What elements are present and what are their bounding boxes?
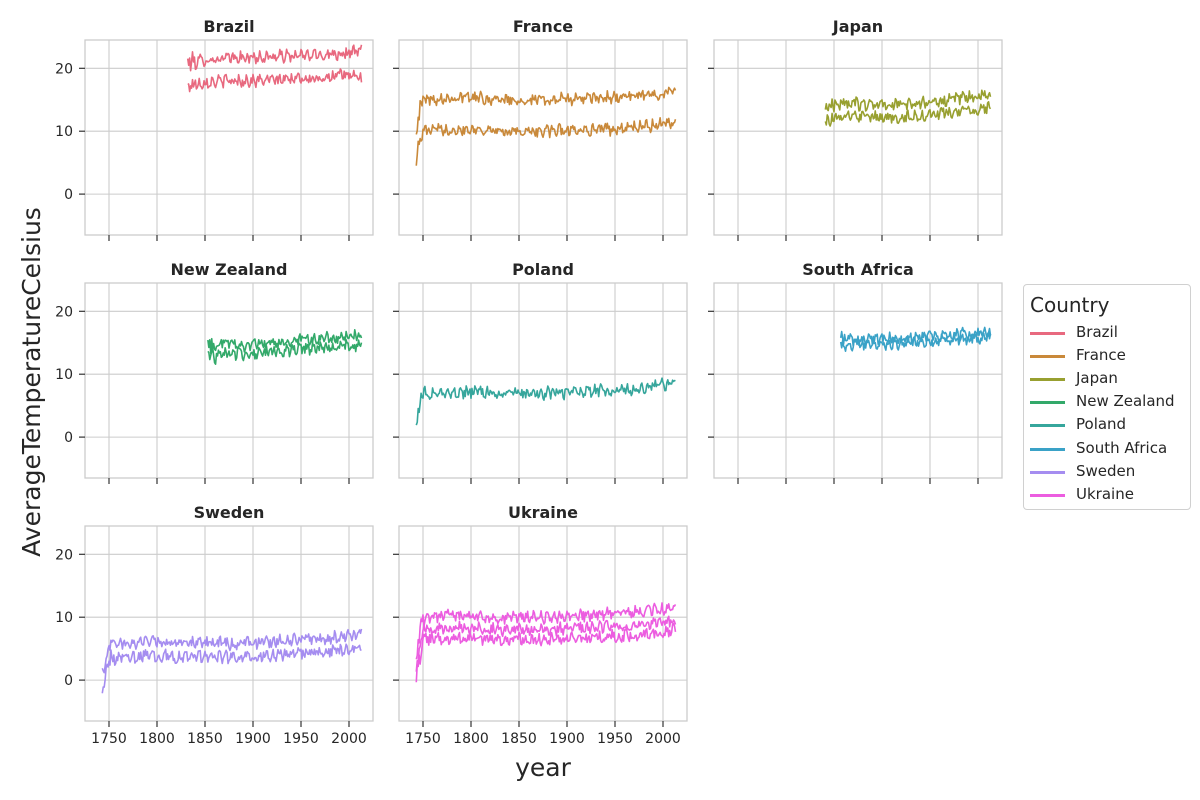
legend-title: Country — [1030, 293, 1110, 317]
legend-label-brazil: Brazil — [1076, 323, 1118, 341]
x-tick-label: 1850 — [187, 731, 223, 747]
y-tick-label: 20 — [55, 547, 73, 563]
legend: Country Brazil France Japan New Zealand … — [1023, 284, 1191, 510]
legend-swatch-poland — [1030, 424, 1065, 427]
legend-swatch-new-zealand — [1030, 401, 1065, 404]
panel-frame — [398, 282, 688, 479]
panel-frame — [398, 39, 688, 236]
panel-frame — [713, 39, 1003, 236]
panels-layer: Brazil 0 10 20 France Japan New Zealand 0 10 20 Po… — [55, 17, 1003, 747]
panel-title: Poland — [512, 260, 574, 279]
legend-label-new-zealand: New Zealand — [1076, 392, 1175, 410]
series-line-brazil-2 — [187, 68, 363, 93]
series-line-sweden-2 — [101, 643, 362, 694]
y-tick-label: 10 — [55, 367, 73, 383]
panel-brazil: Brazil 0 10 20 — [55, 17, 374, 241]
legend-swatch-south-africa — [1030, 448, 1065, 451]
x-tick-label: 1900 — [549, 731, 585, 747]
y-tick-label: 10 — [55, 124, 73, 140]
figure-xlabel: year — [515, 753, 571, 782]
series-line-japan-2 — [824, 100, 992, 127]
figure-ylabel: AverageTemperatureCelsius — [17, 207, 46, 557]
panel-poland: Poland — [393, 260, 688, 484]
panel-south-africa: South Africa — [708, 260, 1003, 484]
legend-label-ukraine: Ukraine — [1076, 485, 1134, 503]
y-tick-label: 0 — [64, 430, 73, 446]
x-tick-label: 1800 — [453, 731, 489, 747]
panel-new-zealand: New Zealand 0 10 20 — [55, 260, 374, 484]
panel-ukraine: Ukraine 1750 1800 1850 1900 1950 2000 — [393, 503, 688, 747]
panel-title: Sweden — [194, 503, 265, 522]
y-tick-label: 10 — [55, 610, 73, 626]
x-tick-label: 1800 — [139, 731, 175, 747]
panel-frame — [84, 39, 374, 236]
x-tick-label: 1900 — [235, 731, 271, 747]
panel-frame — [398, 525, 688, 722]
series-line-south-africa-2 — [839, 331, 992, 353]
series-line-france-1 — [415, 86, 677, 135]
panel-title: Japan — [832, 17, 883, 36]
panel-frame — [84, 525, 374, 722]
series-line-new-zealand-2 — [207, 339, 363, 365]
series-line-ukraine-3 — [415, 622, 677, 683]
series-line-poland-1 — [415, 377, 676, 426]
x-tick-label: 2000 — [331, 731, 367, 747]
panel-france: France — [393, 17, 688, 241]
legend-swatch-france — [1030, 355, 1065, 358]
x-tick-label: 1950 — [283, 731, 319, 747]
panel-title: France — [513, 17, 573, 36]
legend-label-sweden: Sweden — [1076, 462, 1136, 480]
panel-sweden: Sweden 0 10 20 1750 1800 1850 1900 1950 2000 — [55, 503, 374, 747]
x-tick-label: 1950 — [597, 731, 633, 747]
legend-label-japan: Japan — [1076, 369, 1118, 387]
x-tick-label: 1850 — [501, 731, 537, 747]
series-line-ukraine-1 — [415, 602, 677, 660]
series-line-brazil-1 — [186, 44, 363, 72]
legend-swatch-ukraine — [1030, 494, 1065, 497]
panel-frame — [84, 282, 374, 479]
panel-title: South Africa — [802, 260, 914, 279]
panel-title: New Zealand — [171, 260, 288, 279]
y-tick-label: 20 — [55, 61, 73, 77]
x-tick-label: 1750 — [405, 731, 441, 747]
series-line-ukraine-2 — [415, 615, 677, 672]
series-line-sweden-1 — [101, 628, 363, 674]
legend-label-france: France — [1076, 346, 1126, 364]
legend-swatch-brazil — [1030, 332, 1065, 335]
series-line-france-2 — [415, 116, 677, 166]
panel-title: Brazil — [203, 17, 254, 36]
panel-title: Ukraine — [508, 503, 578, 522]
y-tick-label: 0 — [64, 673, 73, 689]
x-tick-label: 1750 — [91, 731, 127, 747]
legend-label-poland: Poland — [1076, 415, 1127, 433]
y-tick-label: 20 — [55, 304, 73, 320]
y-tick-label: 0 — [64, 187, 73, 203]
legend-swatch-sweden — [1030, 471, 1065, 474]
panel-japan: Japan — [708, 17, 1003, 241]
x-tick-label: 2000 — [645, 731, 681, 747]
legend-label-south-africa: South Africa — [1076, 439, 1168, 457]
series-line-new-zealand-1 — [207, 328, 363, 355]
series-line-japan-1 — [824, 89, 992, 113]
panel-frame — [713, 282, 1003, 479]
legend-swatch-japan — [1030, 378, 1065, 381]
